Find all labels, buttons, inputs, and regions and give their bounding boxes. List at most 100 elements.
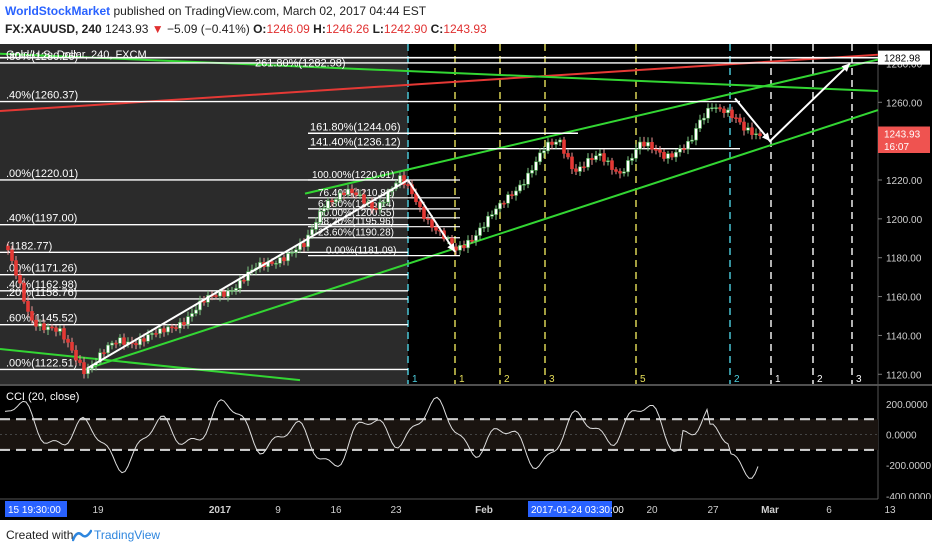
candle [334,199,338,203]
fib-level-label: .00%(1171.26) [6,263,77,275]
candle [70,342,74,351]
fib-level-label: .20%(1158.76) [6,287,77,299]
candle [138,338,142,346]
candle [382,201,386,204]
time-axis-label: 27 [707,505,719,516]
candle [694,128,698,141]
candle [506,194,510,204]
candle [214,295,218,297]
author-link[interactable]: WorldStockMarket [5,4,111,18]
candle [570,156,574,170]
candle [10,249,14,261]
high-label: H: [313,22,326,36]
candle [30,311,34,321]
close-value: 1243.93 [443,22,487,36]
price-axis-label: 1120.00 [886,370,922,381]
candle [370,201,374,209]
symbol-label: FX:XAUUSD, 240 [5,22,102,36]
candle [378,202,382,210]
time-cycle-label: 1 [459,374,465,385]
cci-axis-label: 0.0000 [886,431,917,442]
candle [650,142,654,150]
candle [74,349,78,361]
candle [286,253,290,262]
arrow-head [841,63,850,72]
candle [658,149,662,153]
projection-line [86,179,409,370]
fib-level-label: .40%(1197.00) [6,213,77,225]
chart-header: WorldStockMarket published on TradingVie… [0,0,932,44]
time-axis-label: 19 [92,505,104,516]
candle [338,192,342,200]
candle [718,107,722,110]
candle [478,227,482,236]
price-axis-label: 1160.00 [886,293,922,304]
candle [18,274,22,284]
open-label: O: [253,22,267,36]
candle [686,141,690,150]
candle [14,260,18,276]
arrow-head [761,132,770,142]
tradingview-brand[interactable]: TradingView [94,528,161,542]
chart-canvas[interactable]: 112352123.80%(1280.26).40%(1260.37).00%(… [0,44,932,520]
retracement-label: 50.00%(1200.55) [318,208,395,219]
candle [574,168,578,172]
candle [146,334,150,342]
time-cycle-label: 2 [734,374,740,385]
candle [610,160,614,170]
candle [678,148,682,153]
candle [554,141,558,145]
candle [342,192,346,195]
candle [626,160,630,173]
time-axis-label: Mar [761,505,779,516]
candle [314,222,318,230]
channel-lower-trendline [84,109,879,371]
candle [42,323,46,331]
candle [426,218,430,220]
price-label: 1243.93 [884,130,921,141]
time-highlight-label: 2017-01-24 03:30:00 [531,505,624,516]
fib-level-label: (1182.77) [6,240,52,252]
tradingview-logo-icon [72,529,92,542]
candle [362,194,366,204]
candle [234,288,238,291]
projection-line [734,62,851,143]
candle [170,326,174,329]
shaded-range [0,44,408,384]
candle [242,279,246,282]
candle [734,117,738,120]
candle [566,153,570,158]
candle [162,328,166,333]
candle [190,313,194,317]
candle [274,263,278,265]
candle [330,200,334,203]
candle [518,184,522,192]
candle [222,291,226,297]
candle [490,214,494,217]
candle [474,235,478,241]
candle [110,342,114,346]
candle [66,338,70,343]
price-label: 1282.98 [884,54,921,65]
candle [118,337,122,344]
candle [194,309,198,314]
candle [166,326,170,333]
candle [750,127,754,135]
last-price: 1243.93 [105,22,149,36]
candle [666,153,670,159]
cci-axis-label: -400.0000 [886,492,931,503]
candle [702,117,706,121]
candle [642,141,646,147]
time-cycle-label: 1 [412,374,418,385]
candle [470,239,474,242]
price-axis-label: 1200.00 [886,215,923,226]
time-axis-label: 23 [390,505,402,516]
candle [462,245,466,249]
lower-green-trendline [0,348,301,382]
candle [230,290,234,292]
candle [730,109,734,119]
candle [710,107,714,110]
candle [614,169,618,172]
candle [322,207,326,212]
retracement-label: 38.20%(1195.96) [318,217,394,228]
